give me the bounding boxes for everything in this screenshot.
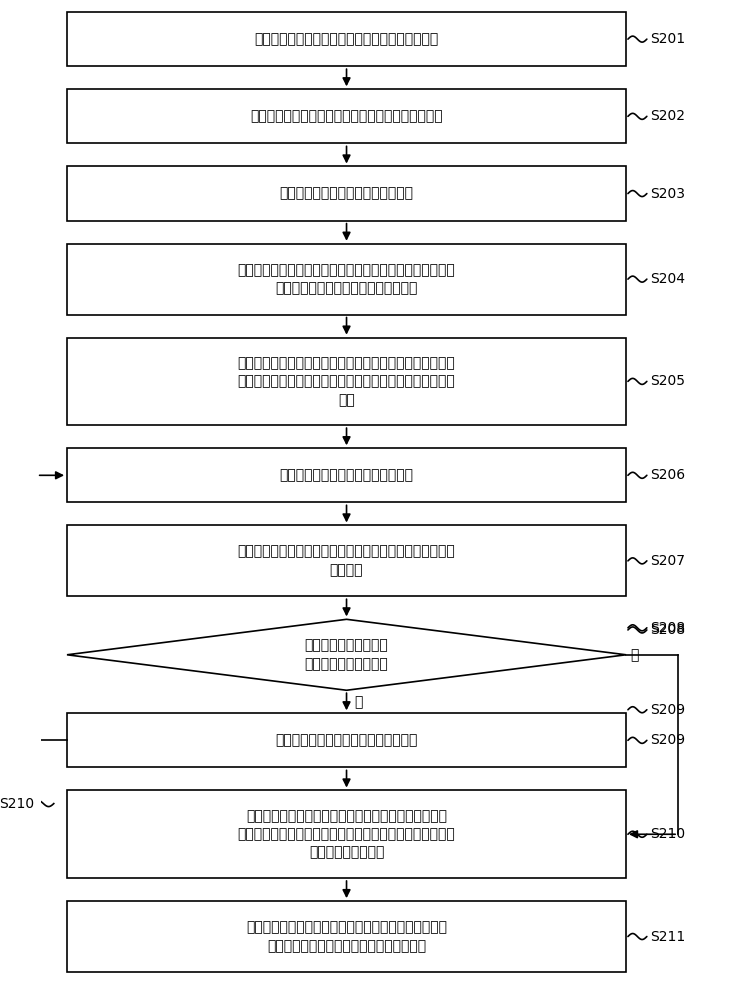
- Text: 控制架车机移动至与待架机车匹配的设定架车位置: 控制架车机移动至与待架机车匹配的设定架车位置: [254, 32, 439, 46]
- Text: S204: S204: [650, 272, 685, 286]
- Text: 匹配第一架车位置图像与标准架车位置图像，获取托头相对
架车孔的上下偏移数据和左右偏移数据: 匹配第一架车位置图像与标准架车位置图像，获取托头相对 架车孔的上下偏移数据和左右…: [238, 263, 456, 295]
- Text: S210: S210: [0, 797, 34, 811]
- Text: S208: S208: [650, 623, 686, 637]
- Text: 匹配第二架车位置图像与标准架车位置图像，获取第二位置
偏移数据: 匹配第二架车位置图像与标准架车位置图像，获取第二位置 偏移数据: [238, 545, 456, 577]
- Text: S202: S202: [650, 109, 685, 123]
- Text: S209: S209: [650, 703, 686, 717]
- Text: S207: S207: [650, 554, 685, 568]
- FancyBboxPatch shape: [67, 790, 626, 878]
- Text: 控制托头沿举升柱向上移动，直至接收到设置于托头的
上表面的限位装置发送的第一接触到位信号: 控制托头沿举升柱向上移动，直至接收到设置于托头的 上表面的限位装置发送的第一接触…: [246, 920, 447, 953]
- FancyBboxPatch shape: [67, 244, 626, 315]
- FancyBboxPatch shape: [67, 713, 626, 767]
- Text: S205: S205: [650, 374, 685, 388]
- Text: S208: S208: [650, 621, 686, 635]
- FancyBboxPatch shape: [67, 338, 626, 425]
- Text: 控制架车机的托头调整至与待架机车匹配的预架高度: 控制架车机的托头调整至与待架机车匹配的预架高度: [250, 109, 443, 123]
- Text: 获取与托头对应的第二架车位置图像: 获取与托头对应的第二架车位置图像: [279, 468, 413, 482]
- Text: S211: S211: [650, 930, 686, 944]
- Text: 根据上下偏移数据沿举升柱向上或向下移动托头和根据左右
偏移数据沿与待架机车的车体平行的方向向左或向右移动架
车机: 根据上下偏移数据沿举升柱向上或向下移动托头和根据左右 偏移数据沿与待架机车的车体…: [238, 356, 456, 407]
- Text: 判断第二位置偏移数据
是否满足设定匹配条件: 判断第二位置偏移数据 是否满足设定匹配条件: [305, 639, 389, 671]
- Text: S210: S210: [650, 827, 686, 841]
- Text: S206: S206: [650, 468, 686, 482]
- Text: 是: 是: [630, 648, 638, 662]
- Text: S209: S209: [650, 733, 686, 747]
- FancyBboxPatch shape: [67, 89, 626, 143]
- FancyBboxPatch shape: [67, 901, 626, 972]
- FancyBboxPatch shape: [67, 166, 626, 221]
- FancyBboxPatch shape: [67, 525, 626, 596]
- Text: S203: S203: [650, 187, 685, 201]
- Text: 根据第二位置偏移数据调整托头的位置: 根据第二位置偏移数据调整托头的位置: [276, 733, 418, 747]
- Text: 控制托头沿与待架机车的车体垂直的且朝向车体的方向
移动，插入架车孔，直至接收到设置于托头前端的限位装置
发送的插入到位信号: 控制托头沿与待架机车的车体垂直的且朝向车体的方向 移动，插入架车孔，直至接收到设…: [238, 809, 456, 860]
- FancyBboxPatch shape: [67, 12, 626, 66]
- Text: S201: S201: [650, 32, 686, 46]
- FancyBboxPatch shape: [67, 448, 626, 502]
- Polygon shape: [67, 619, 626, 690]
- Text: 否: 否: [354, 695, 362, 709]
- Text: 获取与托头对应的第一架车位置图像: 获取与托头对应的第一架车位置图像: [279, 187, 413, 201]
